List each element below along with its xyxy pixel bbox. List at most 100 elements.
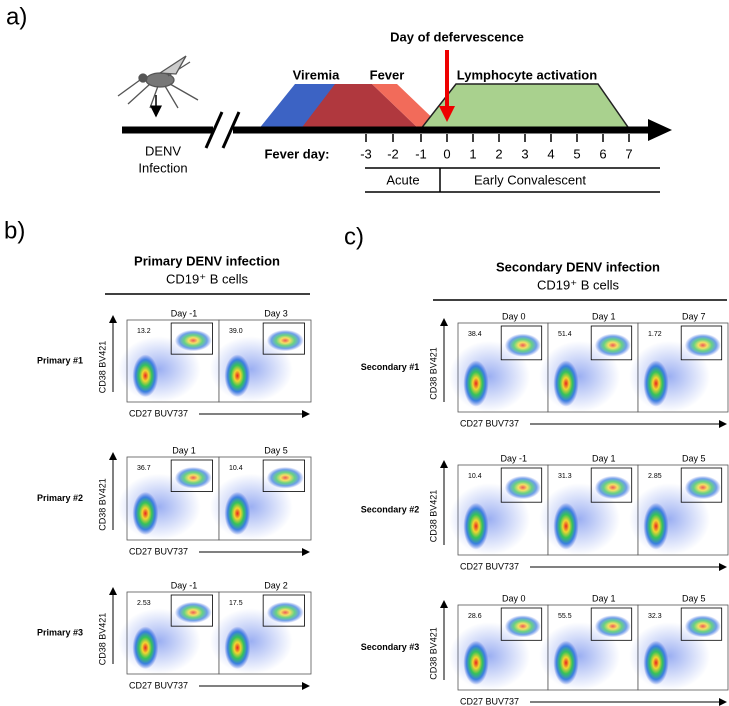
gate-percent: 36.7 — [137, 465, 151, 472]
gate — [262, 322, 305, 355]
cell-cluster — [174, 601, 212, 624]
fever-day: 4 — [547, 146, 554, 161]
gate — [170, 594, 213, 627]
flow-plot — [449, 604, 549, 691]
fever-day: -3 — [360, 146, 372, 161]
defervescence-label: Day of defervescence — [390, 29, 524, 44]
x-axis-label: CD27 BUV737 — [129, 680, 188, 690]
cell-cluster — [132, 354, 159, 398]
fever-day: -1 — [415, 146, 427, 161]
day-label: Day -1 — [171, 308, 198, 318]
x-axis-label: CD27 BUV737 — [460, 561, 519, 571]
cell-cluster — [553, 640, 579, 685]
y-axis-label: CD38 BV421 — [428, 627, 438, 680]
gate-percent: 38.4 — [468, 331, 482, 338]
cell-cluster — [504, 475, 541, 500]
cell-cluster — [643, 640, 669, 685]
gate — [170, 459, 213, 492]
fever-day: 1 — [469, 146, 476, 161]
day-label: Day 0 — [502, 593, 526, 603]
fever-day: 2 — [495, 146, 502, 161]
flow-plot — [449, 464, 549, 556]
cell-cluster — [224, 491, 251, 536]
cell-cluster — [463, 360, 489, 407]
phase-label: Lymphocyte activation — [457, 67, 597, 82]
cell-cluster — [266, 329, 304, 352]
panel-title: Primary DENV infection — [134, 253, 280, 268]
gate — [500, 607, 543, 641]
period-label: Acute — [386, 172, 419, 187]
cell-cluster — [594, 475, 631, 500]
y-axis-label: CD38 BV421 — [428, 347, 438, 400]
gate — [590, 467, 633, 503]
gate — [590, 607, 633, 641]
day-label: Day 5 — [264, 445, 288, 455]
fever-day: 0 — [443, 146, 450, 161]
gate — [680, 467, 723, 503]
panel-subtitle: CD19⁺ B cells — [166, 271, 248, 286]
mosquito-head — [138, 73, 148, 83]
cell-cluster — [684, 615, 721, 638]
flow-plot — [209, 456, 312, 541]
infection-label: DENV — [145, 143, 181, 158]
gate-percent: 39.0 — [229, 328, 243, 335]
cell-cluster — [224, 626, 251, 670]
flow-plot — [209, 591, 312, 675]
day-label: Day 2 — [264, 580, 288, 590]
cell-cluster — [132, 491, 159, 536]
gate — [590, 325, 633, 361]
flow-plot — [629, 322, 729, 413]
gate-percent: 2.53 — [137, 600, 151, 607]
infection-label: Infection — [138, 160, 187, 175]
fever-shape-late — [372, 84, 445, 130]
fever-day: -2 — [387, 146, 399, 161]
cell-cluster — [132, 626, 159, 670]
flow-plot — [629, 464, 729, 556]
fever-day: 7 — [625, 146, 632, 161]
gate — [680, 607, 723, 641]
day-label: Day 3 — [264, 308, 288, 318]
flow-plot — [539, 464, 639, 556]
flow-plot — [629, 604, 729, 691]
gate — [262, 459, 305, 492]
x-axis-label: CD27 BUV737 — [129, 546, 188, 556]
gate-percent: 17.5 — [229, 600, 243, 607]
day-label: Day 5 — [682, 593, 706, 603]
cell-cluster — [643, 502, 669, 550]
gate — [262, 594, 305, 627]
row-label: Primary #3 — [37, 627, 83, 637]
cell-cluster — [594, 333, 631, 357]
day-label: Day 1 — [592, 311, 616, 321]
cell-cluster — [174, 329, 212, 352]
flow-plot — [539, 322, 639, 413]
cell-cluster — [463, 640, 489, 685]
fever-day: 5 — [573, 146, 580, 161]
panel-label: a) — [6, 3, 27, 30]
cell-cluster — [463, 502, 489, 550]
day-label: Day 1 — [592, 593, 616, 603]
fever-shape — [300, 84, 420, 130]
fever-day-label: Fever day: — [264, 146, 329, 161]
gate-percent: 55.5 — [558, 613, 572, 620]
axis-break — [221, 111, 241, 149]
cell-cluster — [684, 333, 721, 357]
cell-cluster — [504, 333, 541, 357]
day-label: Day 5 — [682, 453, 706, 463]
fever-day: 3 — [521, 146, 528, 161]
flow-plot — [117, 591, 220, 675]
timeline-shapes — [117, 50, 672, 193]
gate — [500, 325, 543, 361]
flow-plot — [449, 322, 549, 413]
gate-percent: 28.6 — [468, 613, 482, 620]
cell-cluster — [266, 466, 304, 489]
fever-day: 6 — [599, 146, 606, 161]
gate-percent: 32.3 — [648, 613, 662, 620]
phase-label: Viremia — [293, 67, 341, 82]
panel-subtitle: CD19⁺ B cells — [537, 277, 619, 292]
flow-plot — [117, 456, 220, 541]
cell-cluster — [174, 466, 212, 489]
panel-label: b) — [4, 217, 25, 244]
flow-plot — [209, 319, 312, 403]
cell-cluster — [504, 615, 541, 638]
flow-plot — [539, 604, 639, 691]
